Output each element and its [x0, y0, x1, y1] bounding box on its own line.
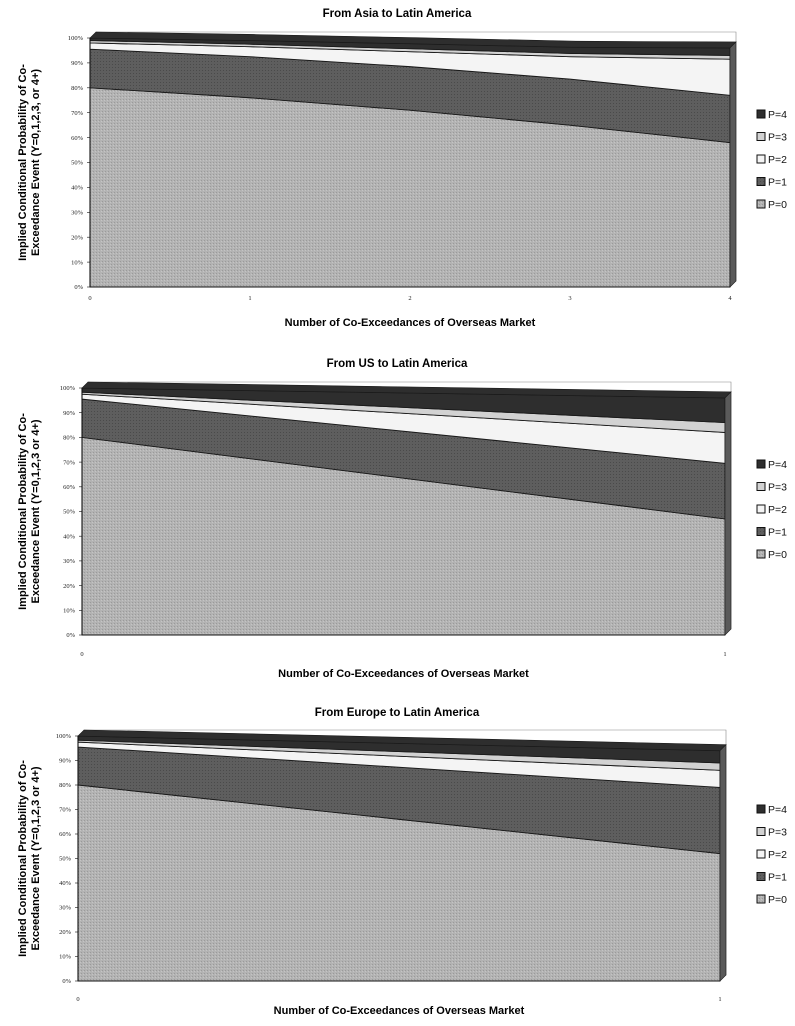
legend-swatch-p3 [756, 827, 766, 836]
y-tick-label: 10% [63, 608, 76, 615]
y-axis-title-line: Exceedance Event (Y=0,1,2,3, or 4+) [30, 69, 42, 256]
x-tick-label: 0 [76, 996, 79, 1003]
legend: P=4 P=3 P=2 P=1 P=0 [756, 459, 787, 561]
y-axis-title-line: Implied Conditional Probability of Co- [17, 64, 29, 261]
x-tick-label: 2 [408, 295, 411, 302]
area-right-side [719, 743, 727, 982]
y-tick-label: 40% [63, 533, 76, 540]
y-tick-label: 50% [71, 160, 84, 167]
y-tick-label: 30% [71, 210, 84, 217]
y-tick-label: 0% [62, 978, 71, 985]
legend-swatch-p4 [756, 804, 766, 814]
y-tick-label: 0% [74, 284, 83, 291]
legend: P=4 P=3 P=2 P=1 P=0 [756, 109, 787, 211]
y-axis-title: Implied Conditional Probability of Co-Ex… [17, 64, 42, 261]
y-tick-label: 90% [71, 60, 84, 67]
legend-swatch-p0 [756, 894, 766, 904]
legend-label: P=2 [768, 849, 787, 861]
y-tick-label: 60% [59, 831, 72, 838]
y-tick-label: 30% [63, 558, 76, 565]
y-tick-label: 80% [63, 435, 76, 442]
x-tick-label: 4 [728, 295, 732, 302]
chart-panel-asia: From Asia to Latin America 0% 10% 20% 30% 40%… [0, 0, 795, 335]
legend-label: P=4 [768, 109, 787, 121]
x-tick-label: 0 [80, 651, 83, 658]
area-right-side [729, 41, 737, 288]
x-axis-title: Number of Co-Exceedances of Overseas Mar… [274, 1005, 525, 1017]
y-tick-label: 70% [63, 459, 76, 466]
legend-label: P=1 [768, 872, 787, 884]
y-tick-label: 10% [71, 259, 84, 266]
chart-title: From Asia to Latin America [323, 8, 472, 20]
legend-swatch-p4 [756, 109, 766, 119]
legend: P=4 P=3 P=2 P=1 P=0 [756, 804, 787, 906]
chart-us-to-latin-america: From US to Latin America 0% 10% 20% 30% 40% 50… [17, 358, 787, 680]
y-tick-label: 10% [59, 954, 72, 961]
y-tick-label: 20% [59, 929, 72, 936]
legend-label: P=4 [768, 459, 787, 471]
legend-label: P=2 [768, 504, 787, 516]
y-axis-title-line: Exceedance Event (Y=0,1,2,3 or 4+) [30, 419, 42, 603]
y-tick-label: 80% [59, 782, 72, 789]
legend-swatch-p4 [756, 459, 766, 469]
legend-label: P=0 [768, 549, 787, 561]
x-tick-label: 1 [248, 295, 251, 302]
legend-label: P=3 [768, 827, 787, 839]
legend-swatch-p2 [756, 504, 766, 514]
y-tick-label: 90% [59, 758, 72, 765]
x-axis-title: Number of Co-Exceedances of Overseas Mar… [285, 317, 536, 329]
y-axis-title-line: Implied Conditional Probability of Co- [17, 760, 29, 957]
y-tick-label: 50% [59, 856, 72, 863]
y-tick-label: 90% [63, 410, 76, 417]
y-tick-label: 50% [63, 509, 76, 516]
legend-swatch-p2 [756, 154, 766, 164]
y-tick-label: 100% [60, 385, 76, 392]
y-tick-label: 40% [71, 185, 84, 192]
y-tick-label: 20% [71, 234, 84, 241]
y-axis-title-line: Implied Conditional Probability of Co- [17, 413, 29, 610]
y-tick-label: 60% [71, 135, 84, 142]
legend-label: P=0 [768, 894, 787, 906]
chart-asia-to-latin-america: From Asia to Latin America 0% 10% 20% 30% 40%… [17, 8, 787, 329]
legend-label: P=1 [768, 177, 787, 189]
legend-label: P=0 [768, 199, 787, 211]
y-tick-label: 40% [59, 880, 72, 887]
y-axis-title-line: Exceedance Event (Y=0,1,2,3 or 4+) [30, 766, 42, 950]
legend-swatch-p0 [756, 549, 766, 559]
x-tick-label: 1 [723, 651, 726, 658]
y-tick-label: 100% [68, 35, 84, 42]
y-tick-label: 30% [59, 905, 72, 912]
chart-panel-us: From US to Latin America 0% 10% 20% 30% 40% 50… [0, 350, 795, 680]
legend-label: P=2 [768, 154, 787, 166]
legend-swatch-p0 [756, 199, 766, 209]
legend-swatch-p1 [756, 872, 766, 881]
x-tick-label: 0 [88, 295, 91, 302]
legend-label: P=4 [768, 804, 787, 816]
chart-title: From US to Latin America [327, 358, 468, 370]
x-tick-label: 1 [718, 996, 721, 1003]
chart-europe-to-latin-america: From Europe to Latin America 0% 10% 20% 30% 4… [17, 707, 787, 1017]
chart-panel-europe: From Europe to Latin America 0% 10% 20% 30% 4… [0, 700, 795, 1026]
x-tick-label: 3 [568, 295, 571, 302]
legend-label: P=1 [768, 527, 787, 539]
legend-label: P=3 [768, 132, 787, 144]
x-axis-title: Number of Co-Exceedances of Overseas Mar… [278, 668, 529, 680]
y-tick-label: 20% [63, 583, 76, 590]
y-tick-label: 60% [63, 484, 76, 491]
y-axis-title: Implied Conditional Probability of Co-Ex… [17, 413, 42, 610]
legend-swatch-p2 [756, 849, 766, 859]
legend-swatch-p3 [756, 482, 766, 491]
legend-swatch-p3 [756, 132, 766, 141]
y-tick-label: 0% [66, 632, 75, 639]
chart-title: From Europe to Latin America [315, 707, 480, 719]
y-tick-label: 70% [59, 807, 72, 814]
y-tick-label: 70% [71, 110, 84, 117]
y-tick-label: 100% [56, 733, 72, 740]
legend-label: P=3 [768, 482, 787, 494]
legend-swatch-p1 [756, 527, 766, 536]
y-axis-title: Implied Conditional Probability of Co-Ex… [17, 760, 42, 957]
legend-swatch-p1 [756, 177, 766, 186]
area-right-side [724, 391, 732, 636]
y-tick-label: 80% [71, 85, 84, 92]
